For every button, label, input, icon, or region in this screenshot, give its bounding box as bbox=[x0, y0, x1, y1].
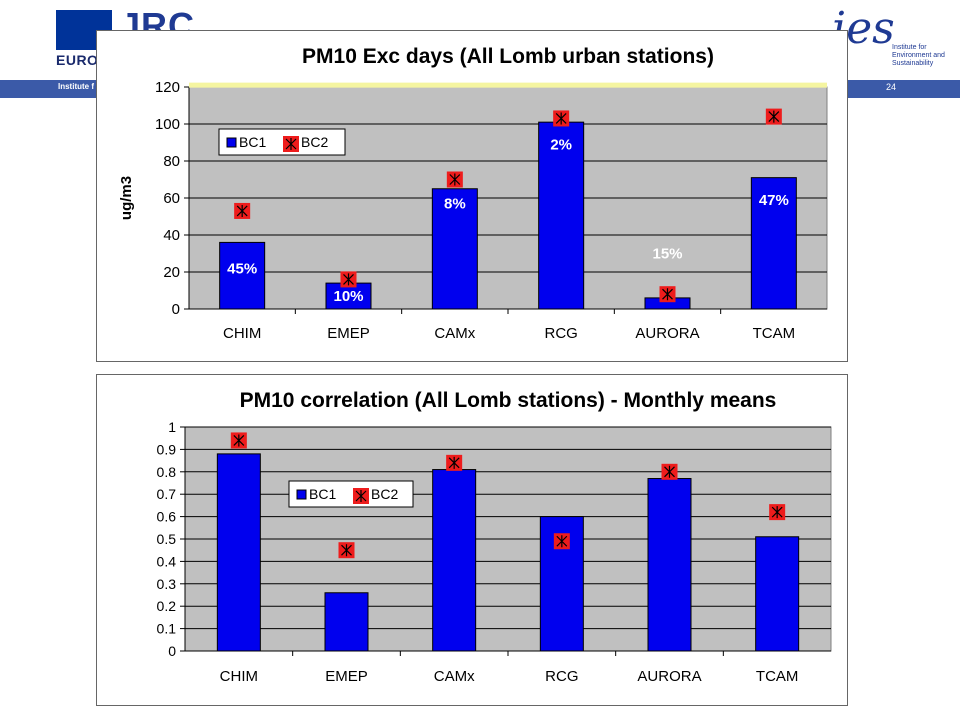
x-tick-label: EMEP bbox=[325, 668, 368, 685]
legend-label-bc1: BC1 bbox=[239, 134, 266, 150]
bar-rcg bbox=[538, 121, 585, 310]
x-tick-label: TCAM bbox=[753, 325, 796, 342]
legend-box bbox=[288, 480, 414, 508]
legend-marker-swatch bbox=[353, 488, 369, 504]
marker-rcg bbox=[553, 110, 570, 127]
bar-data-label: 47% bbox=[759, 192, 789, 209]
y-tick-label: 80 bbox=[163, 153, 180, 170]
y-tick-label: 60 bbox=[163, 190, 180, 207]
bar-emep bbox=[324, 592, 369, 652]
legend-label-bc2: BC2 bbox=[371, 486, 398, 502]
bar-data-label: 15% bbox=[652, 246, 682, 263]
legend-label-bc1: BC1 bbox=[309, 486, 336, 502]
marker-chim bbox=[230, 432, 247, 449]
page-number: 24 bbox=[886, 82, 897, 92]
y-tick-label: 20 bbox=[163, 264, 180, 281]
marker-emep bbox=[338, 542, 355, 559]
marker-chim bbox=[234, 202, 251, 219]
correlation-chart-panel: PM10 correlation (All Lomb stations) - M… bbox=[96, 374, 848, 706]
x-tick-label: RCG bbox=[545, 668, 578, 685]
y-tick-label: 0.1 bbox=[157, 621, 177, 637]
y-tick-label: 0.3 bbox=[157, 576, 177, 592]
y-tick-label: 1 bbox=[168, 419, 176, 435]
marker-aurora bbox=[659, 286, 676, 303]
y-tick-label: 0.2 bbox=[157, 598, 177, 614]
marker-aurora bbox=[661, 463, 678, 480]
bar-data-label: 8% bbox=[444, 196, 466, 213]
y-tick-label: 40 bbox=[163, 227, 180, 244]
bar-chim bbox=[219, 241, 266, 310]
legend-bar-swatch bbox=[296, 489, 307, 500]
x-tick-label: AURORA bbox=[635, 325, 699, 342]
y-tick-label: 0.7 bbox=[157, 486, 177, 502]
x-tick-label: CAMx bbox=[434, 668, 475, 685]
x-tick-label: TCAM bbox=[756, 668, 799, 685]
bar-data-label: 2% bbox=[550, 136, 572, 153]
chart-title: PM10 Exc days (All Lomb urban stations) bbox=[302, 45, 714, 68]
y-tick-label: 0 bbox=[172, 301, 180, 318]
y-tick-label: 0.4 bbox=[157, 553, 177, 569]
bar-tcam bbox=[755, 536, 800, 652]
x-tick-label: AURORA bbox=[637, 668, 701, 685]
legend-bar-swatch bbox=[226, 137, 237, 148]
marker-emep bbox=[340, 271, 357, 288]
exceedance-chart-panel: PM10 Exc days (All Lomb urban stations) 0… bbox=[96, 30, 848, 362]
bar-data-label: 10% bbox=[333, 288, 363, 305]
x-tick-label: EMEP bbox=[327, 325, 370, 342]
correlation-chart: PM10 correlation (All Lomb stations) - M… bbox=[157, 389, 832, 685]
y-tick-label: 0.5 bbox=[157, 531, 177, 547]
marker-camx bbox=[446, 454, 463, 471]
y-tick-label: 120 bbox=[155, 79, 180, 96]
header-label: Institute f bbox=[58, 82, 94, 91]
y-axis-label: ug/m3 bbox=[118, 176, 135, 220]
marker-tcam bbox=[765, 108, 782, 125]
bar-camx bbox=[432, 469, 477, 652]
ies-logo-subtitle: Institute for Environment and Sustainabi… bbox=[892, 44, 945, 67]
bar-emep bbox=[325, 282, 372, 310]
bar-data-label: 45% bbox=[227, 260, 257, 277]
chart-title: PM10 correlation (All Lomb stations) - M… bbox=[240, 389, 777, 412]
marker-rcg bbox=[553, 533, 570, 550]
bar-aurora bbox=[647, 478, 692, 652]
x-tick-label: CHIM bbox=[223, 325, 261, 342]
legend-box bbox=[218, 128, 346, 156]
x-tick-label: RCG bbox=[544, 325, 577, 342]
marker-camx bbox=[446, 171, 463, 188]
marker-tcam bbox=[769, 504, 786, 521]
y-tick-label: 0.9 bbox=[157, 441, 177, 457]
europe-logo-text: EUROP bbox=[56, 52, 109, 68]
legend-label-bc2: BC2 bbox=[301, 134, 328, 150]
bar-tcam bbox=[750, 177, 797, 310]
y-tick-label: 0 bbox=[168, 643, 176, 659]
legend-marker-swatch bbox=[283, 136, 299, 152]
y-tick-label: 100 bbox=[155, 116, 180, 133]
y-tick-label: 0.6 bbox=[157, 509, 177, 525]
exceedance-chart: PM10 Exc days (All Lomb urban stations) 0… bbox=[118, 45, 828, 342]
y-tick-label: 0.8 bbox=[157, 464, 177, 480]
bar-chim bbox=[216, 453, 261, 652]
x-tick-label: CAMx bbox=[434, 325, 475, 342]
bar-camx bbox=[431, 188, 478, 310]
x-tick-label: CHIM bbox=[220, 668, 258, 685]
